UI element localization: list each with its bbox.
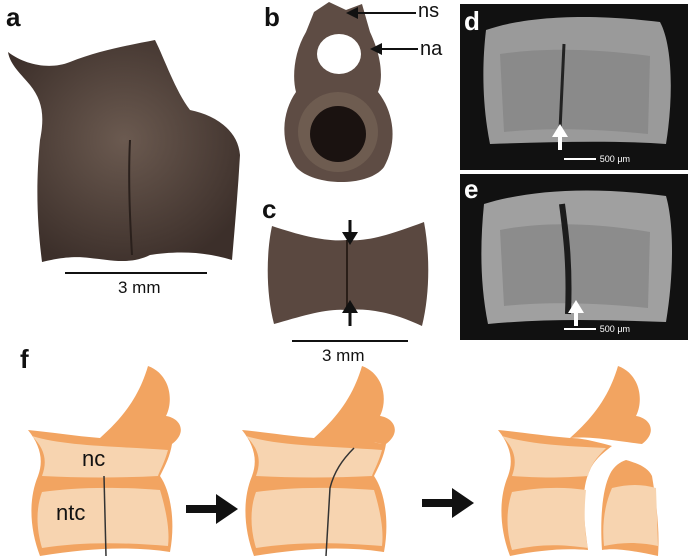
- panel-f-diagram-2: [242, 366, 395, 557]
- panel-a-scale-label: 3 mm: [118, 278, 161, 297]
- arrow-up-icon: [342, 300, 358, 326]
- arrow-right-icon: [422, 488, 474, 518]
- panel-e-letter: e: [464, 174, 479, 204]
- panel-a-vertebra-photo: [0, 30, 260, 270]
- panel-c-vertebra-photo: [262, 214, 432, 334]
- panel-d-scale-label: 500 μm: [599, 154, 630, 164]
- arrow-down-icon: [342, 220, 358, 245]
- panel-c-scale-bar: [292, 340, 408, 342]
- panel-a-scale-bar: [65, 272, 207, 274]
- panel-e-scale-label: 500 μm: [599, 324, 630, 334]
- panel-d-scale-bar: [563, 158, 596, 160]
- arrow-left-icon: [346, 7, 416, 19]
- panel-c-letter: c: [262, 194, 277, 224]
- label-ns: ns: [418, 0, 440, 22]
- panel-b-vertebra-photo: [274, 2, 404, 192]
- label-na: na: [420, 38, 443, 60]
- panel-a-letter: a: [6, 2, 21, 32]
- panel-d-sem-image: 500 μm: [460, 4, 688, 170]
- panel-d-letter: d: [464, 6, 480, 36]
- arrow-up-icon: [552, 124, 568, 150]
- arrow-left-icon: [370, 43, 418, 55]
- panel-b-letter: b: [264, 2, 280, 32]
- panel-d-scale: 500 μm: [563, 154, 630, 164]
- arrow-up-icon: [568, 300, 584, 326]
- panel-f-letter: f: [20, 344, 29, 374]
- panel-f-diagram-1: [28, 366, 181, 557]
- panel-f-diagram-3: [498, 366, 659, 556]
- panel-e-scale: 500 μm: [563, 324, 630, 334]
- label-nc: nc: [82, 446, 106, 471]
- panel-e-scale-bar: [563, 328, 596, 330]
- label-ntc: ntc: [56, 500, 86, 525]
- arrow-right-icon: [186, 494, 238, 524]
- panel-c-scale-label: 3 mm: [322, 346, 365, 365]
